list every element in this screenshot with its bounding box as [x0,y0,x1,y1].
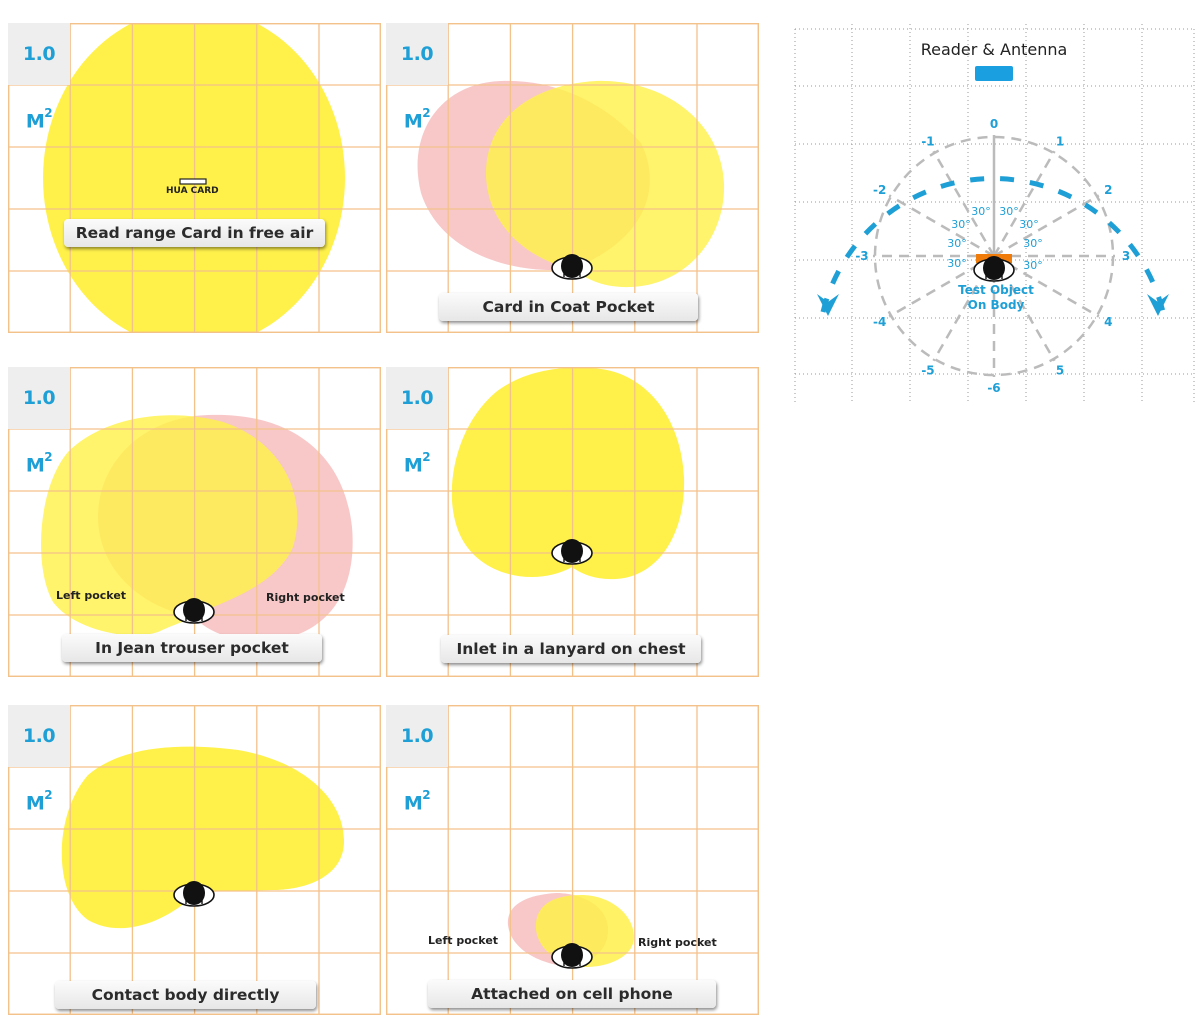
reader-antenna-icon [975,66,1013,81]
head [561,254,583,278]
panel-caption: Card in Coat Pocket [439,293,698,321]
ring-label: -1 [921,135,934,149]
grid [8,23,381,333]
unit-label: 1.0 M2 [386,23,448,132]
unit-label: 1.0 M2 [8,705,70,814]
panel-caption: Contact body directly [55,981,316,1009]
panel-jean-pocket: 1.0 M2 Left pocket Right pocket In Jean … [8,367,381,677]
head [183,881,205,905]
head [183,598,205,622]
right-pocket-label: Right pocket [266,591,345,604]
right-pocket-label: Right pocket [638,936,717,949]
ring-label: 3 [1122,249,1130,263]
grid [386,23,759,333]
grid [386,367,759,677]
panel-caption: Read range Card in free air [64,219,325,247]
range-diagram [386,23,759,333]
angle-label: 30° [1023,259,1043,272]
panel-lanyard: 1.0 M2 Inlet in a lanyard on chest [386,367,759,677]
panel-caption: Inlet in a lanyard on chest [441,635,701,663]
angle-label: 30° [951,218,971,231]
left-pocket-label: Left pocket [428,934,499,947]
person-icon [973,256,1015,282]
reader-title: Reader & Antenna [921,40,1068,59]
angle-spoke [932,150,996,257]
right-arrowhead-icon [1147,294,1169,316]
angle-spoke [993,194,1100,258]
panel-cell-phone: 1.0 M2 Left pocket Right pocket Attached… [386,705,759,1015]
ring-label: -4 [873,315,886,329]
person-icon [173,598,215,624]
angle-label: 30° [1019,218,1039,231]
range-diagram [386,705,759,1015]
unit-label: 1.0 M2 [8,367,70,476]
read-zone-yellow [486,80,725,288]
panel-contact-body: 1.0 M2 Contact body directly [8,705,381,1015]
angle-label: 30° [947,237,967,250]
angle-label: 30° [1023,237,1043,250]
range-diagram [8,367,381,677]
ring-labels: 0 1 2 3 4 5 -6 -5 -4 -3 -2 -1 [855,117,1130,395]
head [561,943,583,967]
angle-spoke [888,194,995,258]
grid [8,367,381,677]
grid-border [386,367,759,677]
person-icon [551,943,593,969]
unit-label: 1.0 M2 [386,367,448,476]
head [983,256,1005,280]
grid-border [8,23,381,333]
left-arrowhead-icon [817,294,839,316]
panel-free-air: 1.0 M2 HUA CARD Read range Card in free … [8,23,381,333]
panel-caption: In Jean trouser pocket [62,634,322,662]
left-pocket-label: Left pocket [56,589,127,602]
card-icon [179,178,207,185]
grid-border [8,367,381,677]
person-icon [551,539,593,565]
ring-label: -2 [873,183,886,197]
test-object-label-line1: Test Object [958,283,1034,297]
test-object-label-line2: On Body [968,298,1025,312]
ring-label: 1 [1056,135,1064,149]
angle-label: 30° [971,205,991,218]
read-zone-yellow [41,415,298,636]
dotted-grid [794,24,1195,402]
ring-label: -5 [921,363,934,377]
unit-label: 1.0 M2 [8,23,70,132]
panel-caption: Attached on cell phone [428,980,716,1008]
person-icon [173,881,215,907]
panel-coat-pocket: 1.0 M2 Card in Coat Pocket [386,23,759,333]
outer-arrow-arc [820,176,1166,313]
ring-label: 5 [1056,363,1064,377]
grid-border [386,705,759,1015]
angle-spoke [992,150,1056,257]
polar-diagram: Reader & Antenna Test Object On Body 30°… [794,24,1195,402]
range-diagram [8,23,381,333]
ring-label: -3 [855,249,868,263]
head [561,539,583,563]
grid-border [8,705,381,1015]
person-icon [551,254,593,280]
ring-label: -6 [987,381,1000,395]
ring-label: 2 [1104,183,1112,197]
card-label: HUA CARD [166,186,219,196]
range-diagram [386,367,759,677]
ring-label: 4 [1104,315,1112,329]
angle-labels: 30° 30°30° 30°30° 30°30° 30° [947,205,1043,272]
ring-label: 0 [990,117,998,131]
angle-label: 30° [947,257,967,270]
angle-label: 30° [999,205,1019,218]
unit-label: 1.0 M2 [386,705,448,814]
range-diagram [8,705,381,1015]
grid-border [386,23,759,333]
